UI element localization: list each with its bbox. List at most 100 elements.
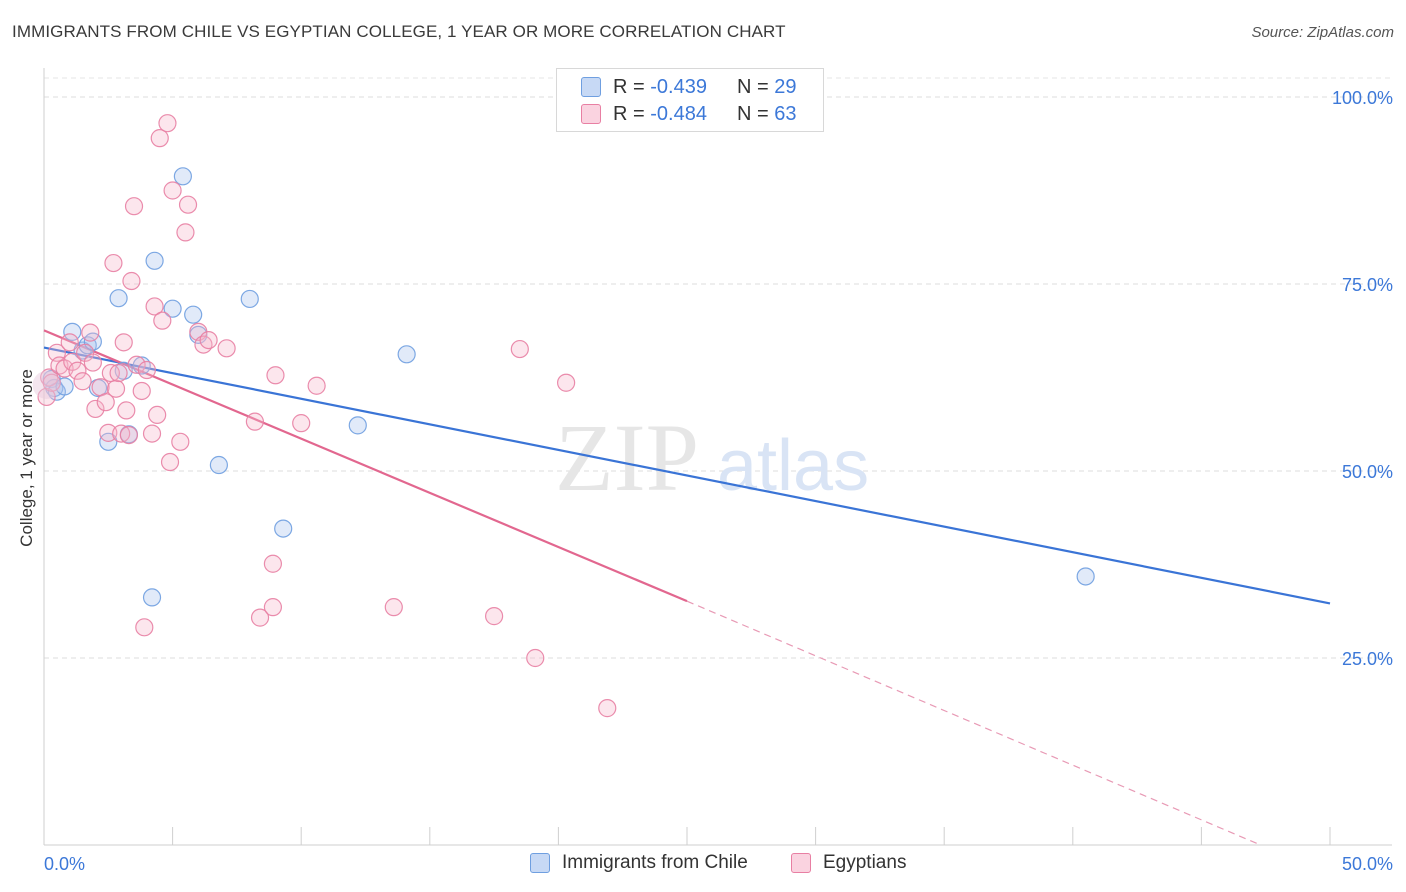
legend-r-egyptians: R = -0.484 bbox=[613, 102, 707, 125]
tick-labels: 25.0% 50.0% 75.0% 100.0% 0.0% 50.0% bbox=[44, 88, 1393, 874]
egyptian-point bbox=[160, 452, 180, 472]
egyptian-point bbox=[171, 432, 190, 451]
egyptian-point bbox=[557, 373, 576, 392]
y-tick-label: 75.0% bbox=[1342, 275, 1393, 295]
egyptian-point bbox=[127, 355, 146, 374]
egyptian-point bbox=[526, 648, 545, 668]
chile-point bbox=[209, 455, 228, 475]
egyptian-point bbox=[81, 323, 100, 342]
cluster-blob bbox=[32, 370, 61, 399]
egyptian-point bbox=[199, 331, 218, 350]
legend-swatch-chile bbox=[581, 77, 601, 97]
chile-point bbox=[184, 305, 203, 324]
chile-point bbox=[348, 416, 367, 435]
y-tick-label: 50.0% bbox=[1342, 462, 1393, 482]
y-tick-label: 100.0% bbox=[1332, 88, 1393, 108]
egyptian-point bbox=[266, 366, 285, 385]
egyptian-point bbox=[86, 399, 105, 419]
egyptian-point bbox=[250, 608, 270, 627]
chile-point bbox=[63, 322, 82, 341]
egyptian-point bbox=[384, 598, 403, 617]
egyptian-point bbox=[163, 181, 182, 200]
chile-point bbox=[397, 345, 416, 364]
egyptian-point bbox=[83, 353, 102, 372]
egyptian-point bbox=[217, 339, 236, 358]
legend-row-egyptians: R = -0.484 N = 63 bbox=[581, 102, 797, 126]
egyptian-point bbox=[112, 424, 131, 443]
trend-lines bbox=[43, 329, 1331, 846]
egyptian-point bbox=[42, 373, 61, 392]
egyptian-point bbox=[119, 425, 138, 445]
egyptian-point bbox=[122, 271, 141, 291]
egyptian-point bbox=[104, 253, 123, 273]
egyptian-point bbox=[99, 423, 118, 442]
egyptian-point bbox=[263, 554, 283, 573]
legend-item-chile: Immigrants from Chile bbox=[530, 852, 748, 874]
grid-lines bbox=[44, 77, 1392, 659]
egyptian-point bbox=[158, 114, 177, 133]
chile-point bbox=[145, 251, 164, 270]
egyptian-point bbox=[142, 424, 162, 443]
egyptian-point bbox=[37, 387, 56, 407]
egyptian-point bbox=[510, 339, 529, 359]
egyptian-point bbox=[245, 412, 265, 431]
legend-n-chile: N = 29 bbox=[737, 75, 797, 98]
egyptian-point bbox=[485, 607, 504, 626]
legend-row-chile: R = -0.439 N = 29 bbox=[581, 75, 797, 99]
egyptian-point bbox=[76, 343, 95, 362]
egyptian-point bbox=[137, 360, 156, 380]
egyptian-point bbox=[114, 333, 133, 352]
egyptian-point bbox=[145, 297, 164, 316]
chile-trend-line bbox=[43, 346, 1331, 605]
y-tick-label: 25.0% bbox=[1342, 649, 1393, 669]
egyptian-point bbox=[106, 379, 126, 398]
legend-swatch-bottom-egyptians bbox=[791, 853, 811, 873]
chile-point bbox=[142, 588, 162, 607]
egyptian-point bbox=[60, 333, 79, 352]
egyptian-point bbox=[68, 361, 87, 380]
chile-point bbox=[109, 289, 128, 308]
egyptian-point bbox=[178, 195, 198, 214]
x-tick-label-min: 0.0% bbox=[44, 854, 85, 874]
chile-point bbox=[274, 519, 293, 538]
egyptian-point bbox=[132, 381, 151, 401]
chile-point bbox=[1076, 567, 1095, 586]
legend-item-egyptians: Egyptians bbox=[791, 852, 906, 874]
data-points bbox=[32, 114, 1095, 718]
legend-swatch-egyptians bbox=[581, 104, 601, 124]
egyptian-point bbox=[307, 376, 326, 395]
correlation-legend: R = -0.439 N = 29 R = -0.484 N = 63 bbox=[556, 68, 824, 132]
chile-point bbox=[73, 341, 92, 360]
egyptian-point bbox=[148, 405, 167, 424]
egyptian-point bbox=[150, 129, 169, 148]
legend-r-chile: R = -0.439 bbox=[613, 75, 707, 98]
watermark-atlas: atlas bbox=[717, 426, 869, 506]
series-legend: Immigrants from Chile Egyptians bbox=[0, 852, 1406, 878]
egyptian-point bbox=[73, 372, 92, 391]
legend-label-egyptians: Egyptians bbox=[823, 852, 907, 873]
source-credit: Source: ZipAtlas.com bbox=[1251, 24, 1394, 41]
chile-point bbox=[173, 167, 192, 186]
watermark-zip: ZIP bbox=[555, 404, 699, 511]
axes bbox=[43, 68, 1392, 846]
egyptian-point bbox=[109, 363, 128, 383]
egyptian-point bbox=[124, 197, 144, 216]
legend-swatch-bottom-chile bbox=[530, 853, 550, 873]
egyptian-point bbox=[263, 598, 283, 617]
egyptian-point bbox=[292, 414, 311, 433]
x-tick-label-max: 50.0% bbox=[1342, 854, 1393, 874]
egyptian-point bbox=[96, 393, 115, 412]
egyptian-trend-extension bbox=[686, 600, 1261, 846]
chart-title: IMMIGRANTS FROM CHILE VS EGYPTIAN COLLEG… bbox=[12, 22, 786, 41]
egyptian-point bbox=[63, 352, 82, 371]
chile-point bbox=[163, 299, 182, 318]
egyptian-point bbox=[176, 223, 195, 242]
legend-label-chile: Immigrants from Chile bbox=[562, 852, 748, 873]
egyptian-point bbox=[135, 618, 154, 637]
egyptian-trend-line bbox=[43, 329, 688, 603]
egyptian-point bbox=[153, 311, 172, 330]
legend-n-egyptians: N = 63 bbox=[737, 102, 797, 125]
egyptian-point bbox=[117, 401, 136, 420]
chile-point bbox=[240, 289, 259, 309]
